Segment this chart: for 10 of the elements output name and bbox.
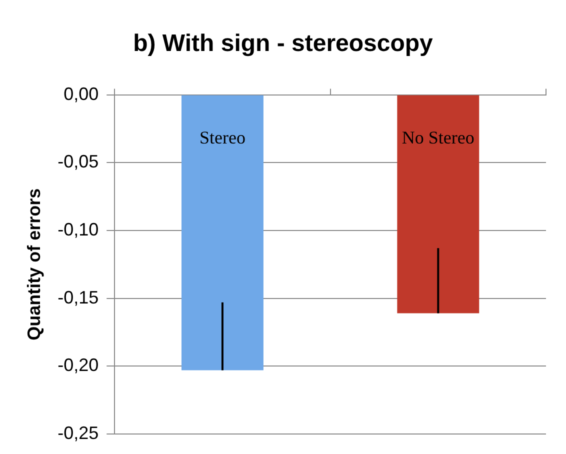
x-tick-label: Stereo — [199, 128, 246, 148]
x-tick-label: No Stereo — [402, 128, 474, 148]
y-tick-label: -0,15 — [58, 287, 99, 308]
y-tick-label: -0,20 — [58, 355, 99, 376]
y-tick-label: -0,10 — [58, 219, 99, 240]
y-tick-label: 0,00 — [64, 84, 99, 104]
y-tick-label: -0,25 — [58, 422, 99, 443]
y-axis-title: Quantity of errors — [24, 188, 44, 340]
chart-title: b) With sign - stereoscopy — [133, 30, 434, 58]
y-tick-label: -0,05 — [58, 152, 99, 172]
